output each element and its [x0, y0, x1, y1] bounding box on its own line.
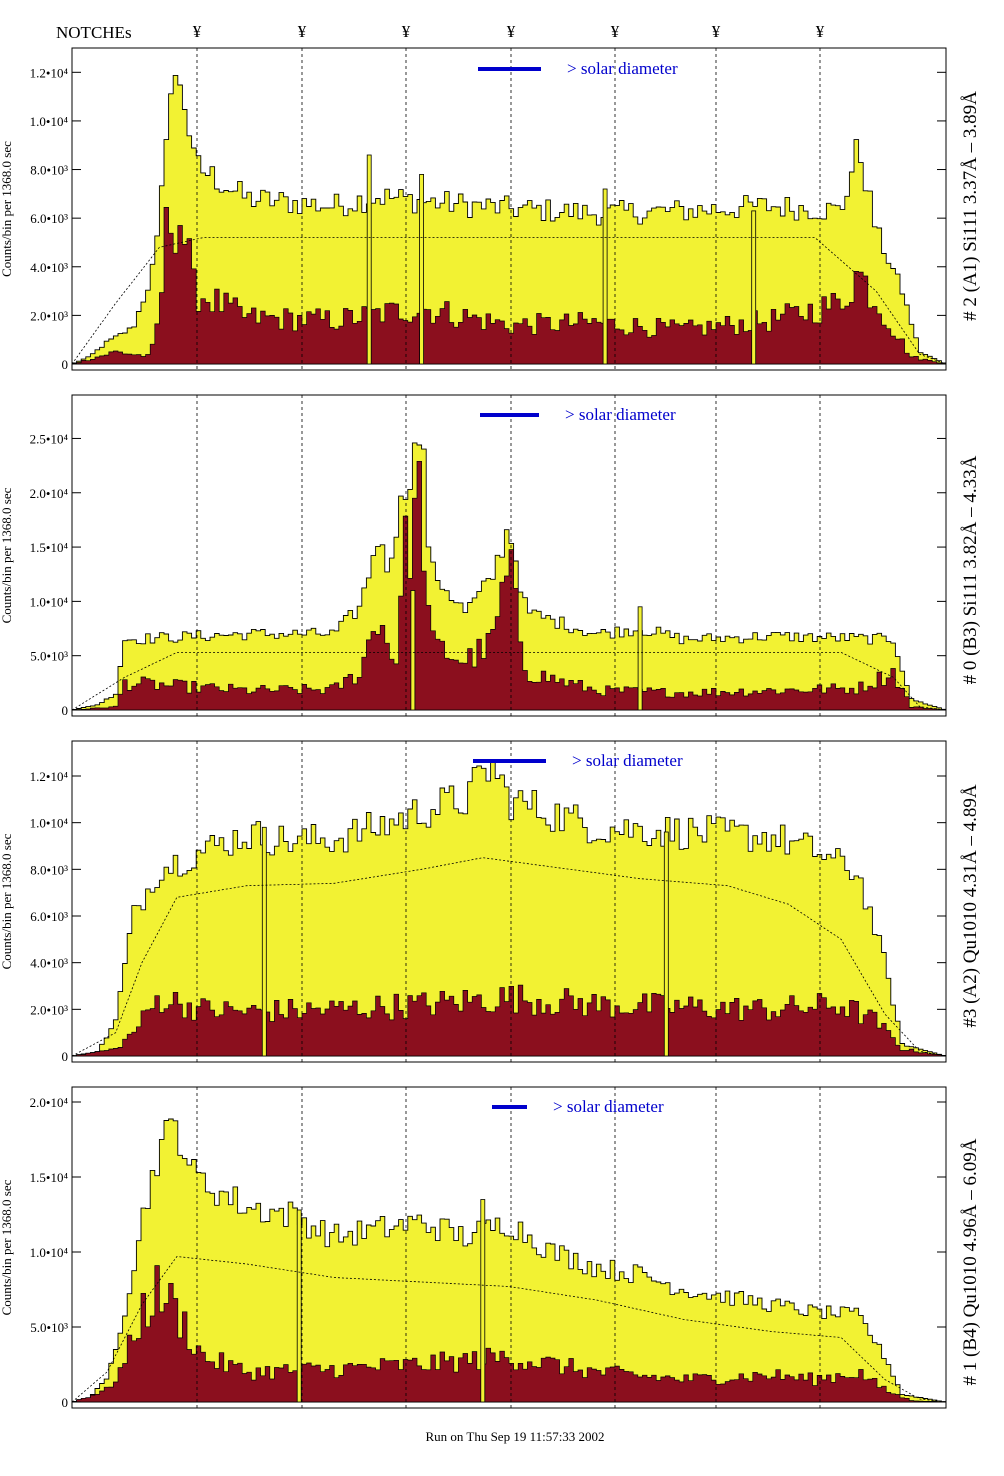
y-tick-label: 2.0•10⁴: [30, 486, 69, 501]
model-curve: [71, 652, 947, 711]
y-tick-label: 0: [62, 1395, 69, 1410]
model-curve: [71, 857, 947, 1057]
notch-symbol: ¥: [712, 22, 721, 41]
panel-frame: [71, 740, 947, 1063]
y-tick-label: 1.5•10⁴: [30, 1170, 69, 1185]
subset-counts-histogram: [71, 207, 947, 365]
y-tick-label: 1.2•10⁴: [30, 769, 69, 784]
panel-frame: [71, 47, 947, 371]
histogram-fills: [71, 74, 947, 1403]
spike-bar: [296, 1209, 302, 1403]
notches-title: NOTCHEs: [56, 23, 132, 42]
spike-bar: [410, 590, 416, 711]
notch-symbol: ¥: [611, 22, 620, 41]
spike-bar: [602, 188, 608, 365]
y-tick-label: 8.0•10³: [30, 163, 68, 178]
panel-frame: [71, 394, 947, 717]
notch-symbol: ¥: [816, 22, 825, 41]
spike-bar: [480, 1199, 486, 1403]
y-tick-label: 2.0•10³: [30, 1002, 68, 1017]
y-tick-label: 1.0•10⁴: [30, 594, 69, 609]
y-tick-label: 5.0•10³: [30, 1320, 68, 1335]
y-tick-label: 0: [62, 703, 69, 718]
y-tick-label: 0: [62, 1049, 69, 1064]
spike-bar: [366, 154, 372, 365]
y-tick-label: 4.0•10³: [30, 260, 68, 275]
panel-frames: [71, 47, 947, 1409]
solar-diameter-label: > solar diameter: [553, 1097, 664, 1116]
solar-diameter-label: > solar diameter: [572, 751, 683, 770]
y-tick-label: 6.0•10³: [30, 211, 68, 226]
y-axis-label: Counts/bin per 1368.0 sec: [0, 487, 14, 623]
spike-bar: [751, 210, 757, 365]
text-layer: NOTCHEs Run on Thu Sep 19 11:57:33 2002 …: [0, 22, 981, 1444]
y-axis-label: Counts/bin per 1368.0 sec: [0, 141, 14, 277]
y-tick-label: 1.0•10⁴: [30, 114, 69, 129]
solar-diameter-label: > solar diameter: [565, 405, 676, 424]
total-counts-histogram: [71, 1118, 947, 1403]
panel-right-label: #3 (A2) Qu1010 4.31Å – 4.89Å: [960, 784, 981, 1028]
spike-bar: [637, 606, 643, 711]
panel-right-label: # 2 (A1) Si111 3.37Å – 3.89Å: [960, 91, 981, 321]
y-tick-label: 0: [62, 357, 69, 372]
total-counts-histogram: [71, 759, 947, 1057]
y-tick-label: 1.0•10⁴: [30, 1245, 69, 1260]
y-tick-label: 6.0•10³: [30, 909, 68, 924]
solar-diameter-label: > solar diameter: [567, 59, 678, 78]
total-counts-histogram: [71, 74, 947, 365]
y-tick-label: 1.0•10⁴: [30, 816, 69, 831]
y-tick-label: 2.0•10⁴: [30, 1095, 69, 1110]
notch-symbol: ¥: [193, 22, 202, 41]
model-curve: [71, 237, 947, 365]
y-tick-label: 1.2•10⁴: [30, 65, 69, 80]
spike-bar: [663, 831, 669, 1057]
y-axis-label: Counts/bin per 1368.0 sec: [0, 833, 14, 969]
spike-bar: [419, 173, 425, 365]
notch-symbol: ¥: [507, 22, 516, 41]
subset-counts-histogram: [71, 984, 947, 1057]
footer-run-text: Run on Thu Sep 19 11:57:33 2002: [425, 1429, 604, 1444]
y-tick-label: 8.0•10³: [30, 862, 68, 877]
y-tick-label: 2.5•10⁴: [30, 431, 69, 446]
panel-frame: [71, 1086, 947, 1409]
y-tick-label: 5.0•10³: [30, 649, 68, 664]
y-tick-label: 4.0•10³: [30, 956, 68, 971]
notch-symbol: ¥: [402, 22, 411, 41]
notch-symbol: ¥: [298, 22, 307, 41]
subset-counts-histogram: [71, 460, 947, 711]
panel-right-label: # 1 (B4) Qu1010 4.96Å – 6.09Å: [960, 1138, 981, 1385]
spike-bar: [261, 826, 267, 1057]
subset-counts-histogram: [71, 1265, 947, 1403]
panel-right-label: # 0 (B3) Si111 3.82Å – 4.33Å: [960, 455, 981, 684]
y-axis-label: Counts/bin per 1368.0 sec: [0, 1179, 14, 1315]
y-tick-label: 2.0•10³: [30, 308, 68, 323]
y-tick-label: 1.5•10⁴: [30, 540, 69, 555]
